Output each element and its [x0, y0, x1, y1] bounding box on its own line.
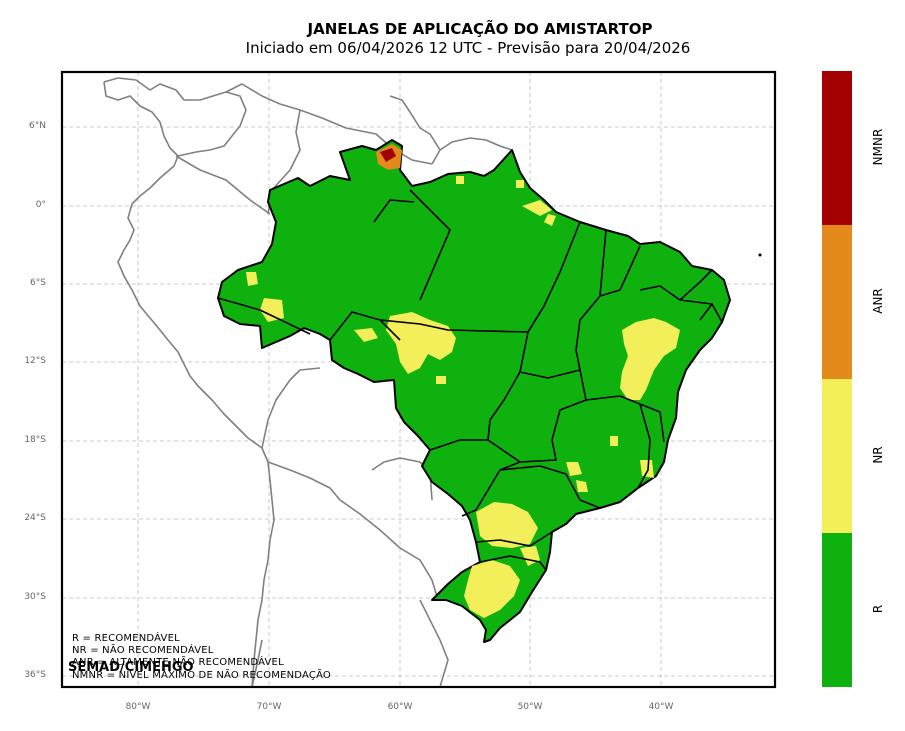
map-frame [60, 70, 777, 689]
lon-label: 60°W [387, 702, 413, 712]
colorbar-segment-anr [822, 225, 852, 379]
colorbar-segment-r [822, 533, 852, 687]
map-title: JANELAS DE APLICAÇÃO DO AMISTARTOP [307, 20, 653, 38]
neighbor-coastlines [103, 77, 513, 687]
lat-label: 6°N [29, 121, 46, 131]
credit-label: SEMAD/CIMEHGO [68, 660, 194, 675]
brazil-forecast-area [217, 139, 731, 643]
lon-label: 50°W [517, 702, 543, 712]
lon-label: 80°W [125, 702, 151, 712]
colorbar-label-anr: ANR [871, 288, 885, 314]
lat-label: 24°S [24, 513, 46, 523]
colorbar-segment-nmnr [822, 71, 852, 225]
colorbar-segment-nr [822, 379, 852, 533]
lat-label: 36°S [24, 670, 46, 680]
lat-label: 18°S [24, 435, 46, 445]
lon-label: 40°W [648, 702, 674, 712]
lat-label: 0° [35, 200, 46, 210]
colorbar-label-nmnr: NMNR [871, 128, 885, 166]
legend-line: NMNR = NÍVEL MÁXIMO DE NÃO RECOMENDAÇÃO [72, 670, 332, 681]
legend-line: NR = NÃO RECOMENDÁVEL [72, 645, 214, 656]
legend-line: ANR = ALTAMENTE NÃO RECOMENDÁVEL [72, 657, 284, 668]
lat-label: 6°S [30, 278, 46, 288]
colorbar-label-r: R [871, 604, 885, 614]
legend-line: R = RECOMENDÁVEL [72, 633, 180, 644]
lon-label: 70°W [256, 702, 282, 712]
colorbar-label-nr: NR [871, 446, 885, 464]
lat-label: 30°S [24, 592, 46, 602]
map-subtitle: Iniciado em 06/04/2026 12 UTC - Previsão… [245, 39, 691, 57]
lat-label: 12°S [24, 356, 46, 366]
